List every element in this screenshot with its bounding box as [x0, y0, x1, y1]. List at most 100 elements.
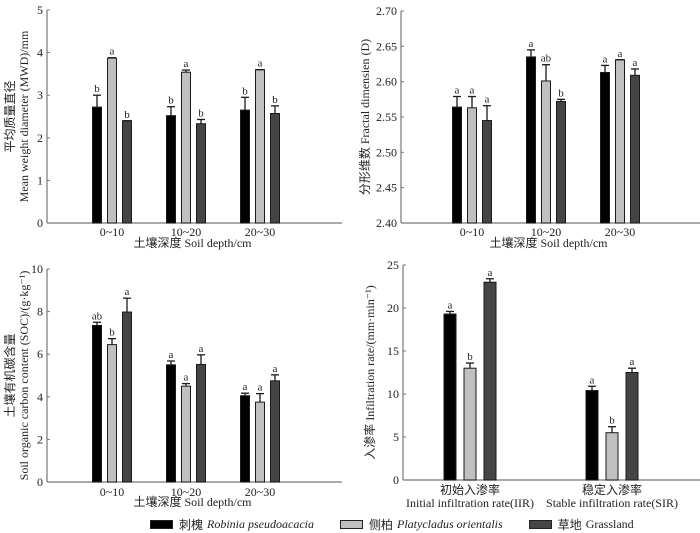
- significance-letter: b: [124, 109, 130, 121]
- x-axis-title: 土壤深度 Soil depth/cm: [134, 494, 253, 509]
- x-category-label: 初始入渗率: [440, 482, 500, 497]
- bar-robinia: [526, 56, 536, 224]
- significance-letter: ab: [92, 310, 103, 322]
- y-tick-label: 2: [37, 131, 43, 145]
- legend-label-latin: Platycladus orientalis: [397, 516, 503, 531]
- bar-grassland: [196, 363, 206, 483]
- bar-grassland: [483, 281, 497, 481]
- y-tick-label: 0: [393, 473, 399, 487]
- y-axis-title-en: Mean weight diameter (MWD)/mm: [17, 30, 31, 202]
- y-axis-title-cn: 平均质量直径: [3, 80, 17, 152]
- bar-platycladus: [107, 344, 117, 483]
- significance-letter: b: [109, 327, 115, 339]
- y-tick-label: 4: [37, 390, 43, 404]
- significance-letter: a: [243, 381, 248, 393]
- bar-robinia: [240, 109, 250, 224]
- y-axis-title: 分形维数 Fractal dimensien (D): [357, 39, 372, 195]
- y-tick-label: 5: [393, 430, 399, 444]
- bar-platycladus: [181, 385, 191, 483]
- significance-letter: b: [168, 95, 174, 107]
- x-category-label: 10~20: [171, 225, 202, 239]
- significance-letter: ab: [541, 53, 552, 65]
- bar-grassland: [556, 100, 566, 224]
- y-tick-label: 2.45: [376, 181, 397, 195]
- y-tick-label: 2.60: [376, 75, 397, 89]
- significance-letter: a: [258, 58, 263, 70]
- legend-label-latin: Robinia pseudoacacia: [207, 516, 314, 531]
- significance-letter: a: [455, 85, 460, 97]
- y-axis-title-cn: 土壤有机碳含量: [2, 333, 17, 417]
- bar-platycladus: [467, 107, 477, 224]
- significance-letter: a: [110, 46, 115, 58]
- significance-letter: a: [448, 299, 453, 311]
- legend: 刺槐 Robinia pseudoacacia 侧柏 Platycladus o…: [150, 516, 660, 532]
- x-category-label: 20~30: [245, 485, 276, 499]
- significance-letter: a: [125, 286, 130, 298]
- legend-item-platycladus: 侧柏 Platycladus orientalis: [340, 516, 503, 533]
- y-tick-label: 2.50: [376, 145, 397, 159]
- y-tick-label: 2: [37, 432, 43, 446]
- panel-mwd: 0 1 2 3 4 5 平均质量直径Mean weight diameter (MWD)/m…: [3, 3, 342, 250]
- bar-grassland: [270, 380, 280, 483]
- significance-letter: a: [470, 85, 475, 97]
- y-axis-title: 土壤有机碳含量Soil organic carbon content (SOC)…: [2, 271, 31, 481]
- significance-letter: a: [485, 94, 490, 106]
- bar-grassland: [122, 311, 132, 483]
- bar-platycladus: [255, 69, 265, 224]
- y-tick-label: 15: [387, 344, 399, 358]
- significance-letter: b: [272, 94, 278, 106]
- legend-label-cn: 刺槐: [179, 517, 204, 532]
- significance-letter: a: [529, 38, 534, 50]
- y-tick-label: 4: [37, 46, 43, 60]
- x-category-label: 20~30: [245, 225, 276, 239]
- significance-letter: a: [258, 382, 263, 394]
- bar-robinia: [452, 106, 462, 224]
- legend-item-robinia: 刺槐 Robinia pseudoacacia: [150, 516, 314, 533]
- bar-platycladus: [605, 432, 619, 481]
- significance-letter: a: [169, 349, 174, 361]
- x-category-label: 10~20: [171, 485, 202, 499]
- significance-letter: b: [467, 351, 473, 363]
- y-tick-label: 20: [387, 301, 399, 315]
- x-category-label-en: Initial infiltration rate(IIR): [406, 496, 534, 510]
- significance-letter: a: [630, 356, 635, 368]
- significance-letter: a: [488, 267, 493, 279]
- bar-grassland: [482, 120, 492, 224]
- x-category-label-en: Stable infiltration rate(SIR): [546, 496, 678, 510]
- panel-fractal-dimension: 2.40 2.45 2.50 2.55 2.60 2.65 2.70 分形维数 Fractal…: [357, 4, 700, 250]
- legend-swatch-grassland: [528, 519, 552, 529]
- bar-platycladus: [463, 367, 477, 481]
- bar-grassland: [630, 74, 640, 224]
- bar-robinia: [585, 390, 599, 481]
- y-tick-label: 25: [387, 258, 399, 272]
- x-category-label: 0~10: [460, 225, 485, 239]
- y-tick-label: 1: [37, 173, 43, 187]
- bar-platycladus: [615, 59, 625, 224]
- significance-letter: a: [633, 57, 638, 69]
- significance-letter: a: [590, 374, 595, 386]
- significance-letter: a: [184, 372, 189, 384]
- bar-platycladus: [541, 80, 551, 224]
- x-axis-title: 土壤深度 Soil depth/cm: [134, 235, 253, 250]
- legend-label-cn: 草地: [557, 517, 582, 532]
- y-tick-label: 10: [31, 262, 43, 276]
- x-category-label: 10~20: [531, 225, 562, 239]
- significance-letter: a: [273, 363, 278, 375]
- y-tick-label: 6: [37, 347, 43, 361]
- panel-infiltration-rate: 0 5 10 15 20 25 入渗率 Infiltration rate/(mm·min⁻…: [362, 258, 700, 510]
- y-tick-label: 0: [37, 475, 43, 489]
- bar-grassland: [196, 123, 206, 224]
- y-tick-label: 2.55: [376, 110, 397, 124]
- y-tick-label: 3: [37, 88, 43, 102]
- bar-robinia: [600, 71, 610, 224]
- y-tick-label: 10: [387, 387, 399, 401]
- y-tick-label: 8: [37, 305, 43, 319]
- legend-swatch-platycladus: [340, 519, 363, 529]
- bar-robinia: [92, 106, 102, 224]
- bar-robinia: [443, 313, 457, 481]
- bar-robinia: [240, 395, 250, 483]
- y-tick-label: 2.65: [376, 39, 397, 53]
- legend-label-cn: 侧柏: [369, 517, 394, 532]
- bar-grassland: [122, 120, 132, 224]
